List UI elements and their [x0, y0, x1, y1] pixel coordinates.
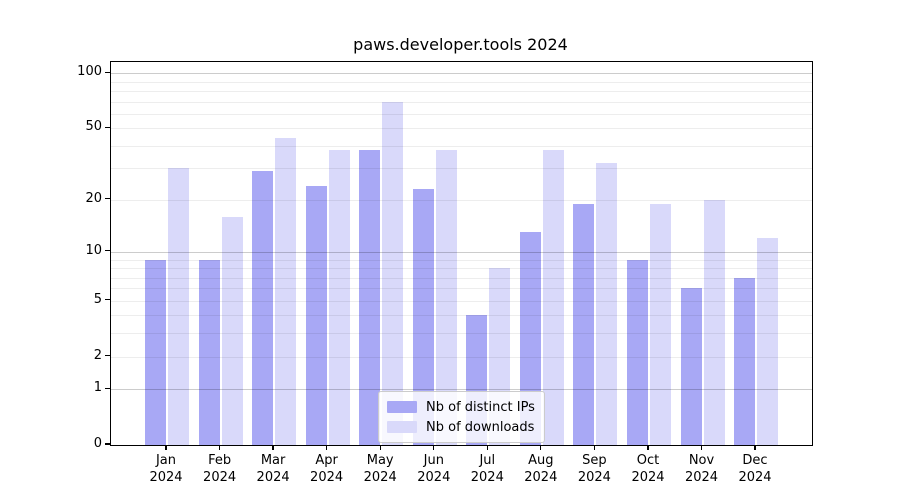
x-tick-mark	[325, 445, 328, 451]
bar-ips-feb	[198, 259, 220, 445]
x-tick-year: 2024	[363, 470, 397, 485]
y-tick-mark	[105, 71, 110, 73]
legend-item: Nb of downloads	[387, 417, 535, 437]
y-tick-label: 1	[93, 380, 102, 396]
x-tick-year: 2024	[149, 470, 183, 485]
x-tick-label: Nov 2024	[674, 452, 730, 486]
minor-gridline	[111, 168, 812, 170]
y-tick-mark	[105, 387, 110, 389]
x-tick-mark	[593, 445, 596, 451]
chart-title: paws.developer.tools 2024	[353, 35, 568, 54]
x-tick-year: 2024	[470, 470, 504, 485]
x-tick-label: Sep 2024	[566, 452, 622, 486]
bar-downloads-sep	[596, 163, 618, 445]
x-tick-mark	[433, 445, 435, 451]
x-tick-label: Dec 2024	[727, 452, 783, 486]
y-tick-label: 0	[93, 436, 102, 451]
bar-ips-dec	[734, 277, 755, 445]
x-tick-mark	[218, 445, 221, 451]
bar-ips-nov	[680, 288, 702, 445]
x-tick-label: Jun 2024	[406, 452, 462, 486]
y-tick-mark	[105, 126, 110, 128]
bar-downloads-dec	[757, 238, 778, 445]
bar-ips-apr	[305, 185, 327, 445]
plot-area	[110, 61, 813, 446]
x-tick-year: 2024	[631, 470, 665, 485]
legend-label: Nb of distinct IPs	[426, 399, 535, 415]
bar-downloads-aug	[542, 149, 564, 445]
x-tick-mark	[486, 445, 488, 451]
bar-downloads-may	[382, 101, 404, 445]
y-tick-mark	[105, 443, 110, 445]
bar-downloads-jun	[435, 149, 457, 445]
x-tick-label: Jul 2024	[459, 452, 515, 486]
legend-swatch	[387, 421, 417, 433]
minor-gridline	[111, 128, 812, 130]
bar-downloads-feb	[221, 216, 243, 445]
y-tick-mark	[105, 250, 110, 252]
bar-downloads-apr	[328, 149, 350, 445]
x-tick-year: 2024	[203, 470, 237, 485]
legend-item: Nb of distinct IPs	[387, 397, 535, 417]
x-tick-year: 2024	[417, 470, 451, 485]
x-tick-mark	[540, 445, 542, 451]
y-tick-label: 20	[85, 190, 102, 206]
x-tick-label: Mar 2024	[245, 452, 301, 486]
bar-ips-jun	[412, 189, 434, 445]
x-tick-mark	[165, 445, 167, 451]
x-tick-label: Aug 2024	[513, 452, 569, 486]
x-tick-label: Apr 2024	[299, 452, 355, 486]
x-tick-year: 2024	[738, 470, 772, 485]
x-tick-year: 2024	[256, 470, 290, 485]
x-tick-year: 2024	[684, 470, 719, 485]
legend-label: Nb of downloads	[426, 419, 535, 435]
x-tick-year: 2024	[524, 470, 558, 485]
major-gridline	[111, 73, 812, 75]
bar-ips-oct	[627, 259, 648, 445]
bar-downloads-oct	[650, 203, 671, 445]
x-tick-mark	[647, 445, 649, 451]
x-tick-label: Feb 2024	[192, 452, 248, 486]
x-tick-mark	[272, 445, 274, 451]
y-tick-label: 5	[93, 291, 102, 307]
y-tick-mark	[105, 299, 110, 301]
x-tick-mark	[754, 445, 756, 451]
y-tick-label: 2	[93, 347, 102, 363]
bar-ips-mar	[252, 171, 274, 445]
x-tick-label: May 2024	[352, 452, 408, 486]
x-tick-label: Oct 2024	[620, 452, 676, 486]
legend-swatch	[387, 401, 417, 413]
minor-gridline	[111, 91, 812, 92]
bar-downloads-mar	[275, 138, 297, 445]
legend: Nb of distinct IPs Nb of downloads	[378, 391, 545, 443]
minor-gridline	[111, 113, 812, 115]
x-tick-mark	[700, 445, 703, 451]
y-tick-mark	[105, 354, 110, 357]
minor-gridline	[111, 145, 812, 147]
bar-ips-may	[359, 149, 381, 445]
minor-gridline	[111, 101, 812, 103]
x-tick-year: 2024	[577, 470, 611, 485]
bar-downloads-nov	[703, 199, 725, 445]
y-tick-label: 100	[77, 64, 102, 80]
y-tick-label: 10	[85, 242, 102, 258]
y-tick-mark	[105, 198, 110, 200]
x-tick-year: 2024	[310, 470, 344, 485]
x-tick-mark	[379, 445, 381, 451]
x-tick-label: Jan 2024	[138, 452, 194, 486]
bar-ips-sep	[573, 203, 595, 445]
bar-ips-jan	[145, 259, 166, 445]
bar-downloads-jan	[168, 168, 189, 445]
y-tick-label: 50	[85, 119, 102, 135]
minor-gridline	[111, 81, 812, 83]
